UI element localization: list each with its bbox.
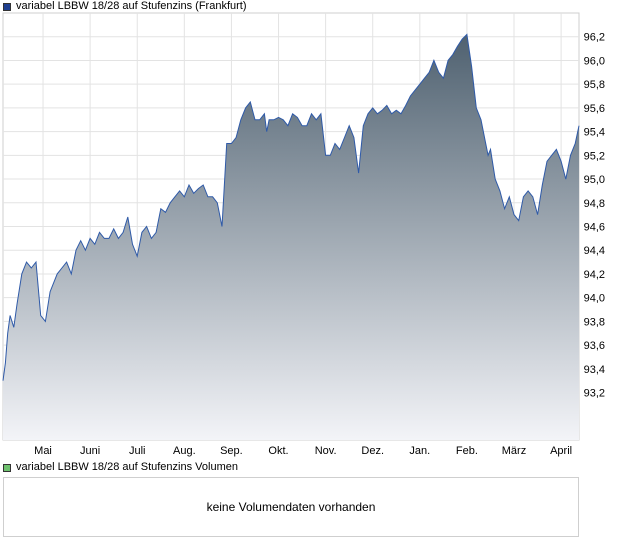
x-tick-label: März <box>502 445 526 457</box>
x-axis: Mai Juni Juli Aug. Sep. Okt. Nov. Dez. Jan. Feb. M… <box>34 445 572 457</box>
y-tick-label: 93,6 <box>584 340 605 352</box>
y-tick-label: 95,8 <box>584 79 605 91</box>
y-tick-label: 94,8 <box>584 198 605 210</box>
price-chart: 93,2 93,4 93,6 93,8 94,0 94,2 94,4 94,6 94,8 95,0… <box>2 12 605 457</box>
y-tick-label: 96,2 <box>584 32 605 44</box>
price-area-fill <box>3 34 579 441</box>
x-tick-label: Juni <box>80 445 100 457</box>
price-line <box>2 33 580 381</box>
volume-legend-swatch <box>3 463 11 472</box>
price-legend: variabel LBBW 18/28 auf Stufenzins (Fran… <box>3 0 247 13</box>
price-legend-label: variabel LBBW 18/28 auf Stufenzins (Fran… <box>16 0 247 12</box>
y-tick-label: 95,4 <box>584 127 605 139</box>
x-tick-label: April <box>550 445 572 457</box>
x-tick-label: Sep. <box>220 445 243 457</box>
y-tick-label: 94,4 <box>584 245 605 257</box>
x-tick-label: Juli <box>129 445 146 457</box>
volume-legend: variabel LBBW 18/28 auf Stufenzins Volum… <box>3 461 238 474</box>
volume-empty-message: keine Volumendaten vorhanden <box>206 500 376 514</box>
y-tick-label: 93,4 <box>584 364 605 376</box>
x-tick-label: Dez. <box>361 445 384 457</box>
volume-legend-label: variabel LBBW 18/28 auf Stufenzins Volum… <box>16 461 238 473</box>
volume-panel: keine Volumendaten vorhanden <box>3 477 579 537</box>
y-tick-label: 95,2 <box>584 150 605 162</box>
y-tick-label: 95,6 <box>584 103 605 115</box>
x-tick-label: Mai <box>34 445 52 457</box>
y-tick-label: 93,2 <box>584 388 605 400</box>
y-tick-label: 94,6 <box>584 222 605 234</box>
price-legend-swatch <box>3 2 11 11</box>
y-tick-label: 94,0 <box>584 293 605 305</box>
x-tick-label: Aug. <box>173 445 196 457</box>
x-tick-label: Okt. <box>268 445 288 457</box>
y-tick-label: 95,0 <box>584 174 605 186</box>
y-tick-label: 96,0 <box>584 55 605 67</box>
x-tick-label: Feb. <box>456 445 478 457</box>
y-tick-label: 94,2 <box>584 269 605 281</box>
x-tick-label: Nov. <box>315 445 337 457</box>
y-tick-label: 93,8 <box>584 316 605 328</box>
y-axis: 93,2 93,4 93,6 93,8 94,0 94,2 94,4 94,6 94,8 95,0… <box>584 32 605 400</box>
x-tick-label: Jan. <box>409 445 430 457</box>
